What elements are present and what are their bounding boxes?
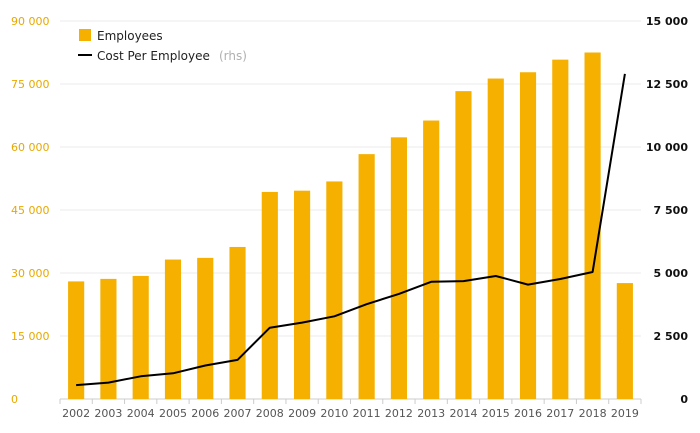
right-tick-label: 7 500 bbox=[654, 204, 689, 217]
bar-employees-2011 bbox=[358, 154, 375, 399]
bar-employees-2012 bbox=[390, 137, 407, 399]
bar-employees-2007 bbox=[229, 246, 246, 399]
bar-employees-2015 bbox=[487, 78, 504, 399]
right-tick-label: 2 500 bbox=[654, 330, 689, 343]
x-tick-label: 2012 bbox=[385, 407, 413, 420]
cost-per-employee-line bbox=[76, 73, 626, 387]
x-tick-label: 2014 bbox=[449, 407, 477, 420]
legend-employees-swatch bbox=[79, 29, 91, 41]
cost-line-group bbox=[76, 73, 626, 387]
bar-employees-2009 bbox=[294, 190, 311, 399]
x-tick-label: 2005 bbox=[159, 407, 187, 420]
x-tick-label: 2003 bbox=[94, 407, 122, 420]
grid-lines bbox=[60, 20, 641, 400]
x-axis: 2002 2003 2004 2005 2006 2007 2008 2009 2010 2011… bbox=[59, 399, 642, 420]
bar-employees-2005 bbox=[164, 259, 182, 399]
x-tick-label: 2004 bbox=[127, 407, 155, 420]
x-tick-label: 2015 bbox=[482, 407, 510, 420]
left-tick-label: 60 000 bbox=[11, 141, 50, 154]
bar-employees-2016 bbox=[519, 72, 537, 400]
legend-cost-text: Cost Per Employee (rhs) bbox=[97, 45, 247, 64]
employee-bars bbox=[68, 52, 633, 400]
left-tick-label: 75 000 bbox=[11, 78, 50, 91]
right-tick-label: 15 000 bbox=[646, 15, 688, 28]
bar-employees-2008 bbox=[261, 191, 278, 399]
x-tick-label: 2013 bbox=[417, 407, 445, 420]
left-tick-label: 90 000 bbox=[11, 15, 50, 28]
x-tick-label: 2019 bbox=[611, 407, 639, 420]
bar-employees-2017 bbox=[552, 59, 569, 399]
right-tick-label: 10 000 bbox=[646, 141, 688, 154]
left-tick-label: 15 000 bbox=[11, 330, 50, 343]
x-tick-label: 2009 bbox=[288, 407, 316, 420]
right-tick-label: 5 000 bbox=[654, 267, 689, 280]
left-tick-label: 0 bbox=[11, 393, 18, 406]
bar-employees-2003 bbox=[100, 278, 117, 399]
x-tick-label: 2007 bbox=[224, 407, 252, 420]
bar-employees-2019 bbox=[616, 283, 633, 399]
bar-employees-2013 bbox=[423, 120, 440, 399]
bar-employees-2004 bbox=[132, 275, 149, 399]
x-tick-label: 2011 bbox=[353, 407, 381, 420]
x-tick-label: 2017 bbox=[546, 407, 574, 420]
bar-employees-2006 bbox=[197, 257, 214, 399]
legend-cost-suffix: (rhs) bbox=[219, 49, 247, 63]
x-tick-label: 2002 bbox=[62, 407, 90, 420]
legend-cost-label: Cost Per Employee bbox=[97, 49, 210, 63]
left-tick-label: 30 000 bbox=[11, 267, 50, 280]
right-axis: 0 2 500 5 000 7 500 10 000 12 500 15 000 bbox=[646, 15, 688, 406]
x-tick-label: 2018 bbox=[579, 407, 607, 420]
x-tick-label: 2008 bbox=[256, 407, 284, 420]
bar-employees-2010 bbox=[326, 181, 343, 399]
legend-employees-label: Employees bbox=[97, 29, 163, 43]
legend: Employees Cost Per Employee (rhs) bbox=[78, 29, 247, 64]
x-tick-label: 2016 bbox=[514, 407, 542, 420]
bar-employees-2018 bbox=[584, 52, 601, 399]
right-tick-label: 12 500 bbox=[646, 78, 688, 91]
x-tick-label: 2010 bbox=[320, 407, 348, 420]
bar-employees-2014 bbox=[455, 91, 472, 399]
left-tick-label: 45 000 bbox=[11, 204, 50, 217]
right-tick-label: 0 bbox=[680, 393, 688, 406]
x-tick-label: 2006 bbox=[191, 407, 219, 420]
bar-employees-2002 bbox=[68, 281, 85, 399]
left-axis: 0 15 000 30 000 45 000 60 000 75 000 90 000 bbox=[11, 15, 50, 406]
